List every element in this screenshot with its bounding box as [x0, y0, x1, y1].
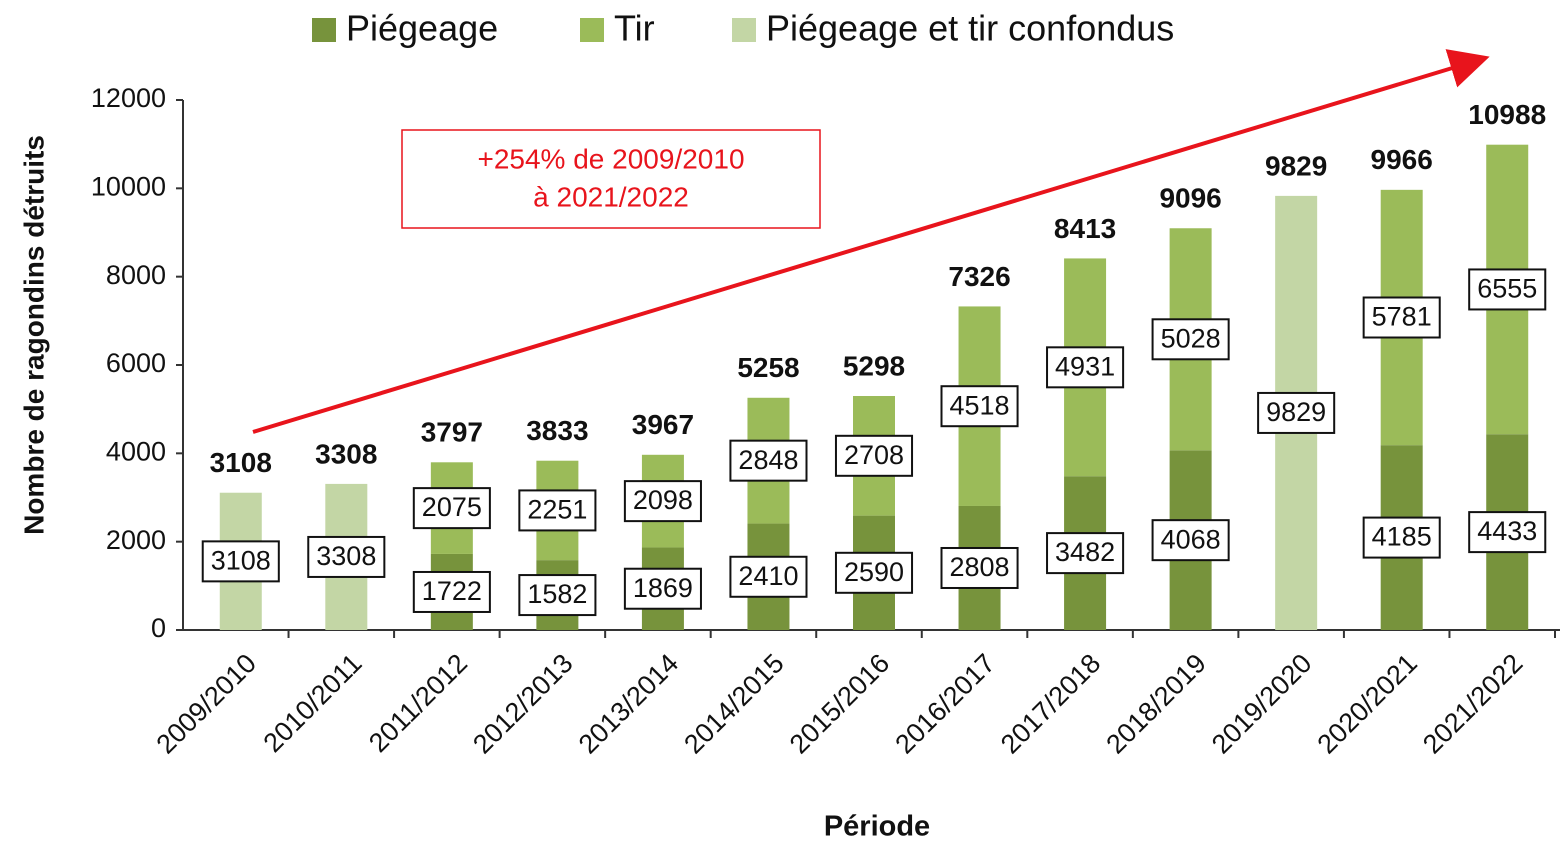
total-label: 7326: [948, 261, 1010, 292]
data-label: 4068: [1161, 524, 1221, 554]
data-label: 2098: [633, 485, 693, 515]
x-tick-label: 2012/2013: [467, 648, 578, 759]
x-tick-label: 2016/2017: [889, 648, 1000, 759]
total-label: 5258: [737, 352, 799, 383]
data-label: 5028: [1161, 323, 1221, 353]
data-label-box: [307, 535, 386, 578]
data-label: 2590: [844, 557, 904, 587]
total-label: 8413: [1054, 213, 1116, 244]
x-tick-label: 2021/2022: [1417, 648, 1528, 759]
data-label-box: [940, 385, 1019, 428]
data-label: 6555: [1477, 274, 1537, 304]
legend-swatch: [580, 18, 604, 42]
data-label-box: [1468, 511, 1547, 554]
data-label-box: [1151, 318, 1230, 361]
data-label-box: [1046, 346, 1125, 389]
data-label-box: [623, 480, 702, 523]
legend-swatch: [312, 18, 336, 42]
total-label: 9096: [1159, 183, 1221, 214]
y-axis-label: Nombre de ragondins détruits: [18, 135, 49, 535]
x-tick-label: 2015/2016: [784, 648, 895, 759]
total-label: 10988: [1468, 99, 1546, 130]
data-label: 2808: [949, 552, 1009, 582]
x-tick-label: 2010/2011: [258, 648, 368, 758]
data-label-box: [412, 570, 491, 613]
data-label-box: [834, 434, 914, 477]
x-tick-label: 2020/2021: [1312, 648, 1423, 759]
data-label: 2075: [422, 492, 482, 522]
legend-swatch: [732, 18, 756, 42]
data-label: 4185: [1372, 522, 1432, 552]
legend-label: Piégeage: [346, 8, 498, 49]
data-label: 9829: [1266, 397, 1326, 427]
data-label-box: [412, 487, 491, 530]
data-label: 2251: [527, 495, 587, 525]
data-label: 4433: [1477, 516, 1537, 546]
data-label: 1869: [633, 573, 693, 603]
annotation-text: à 2021/2022: [533, 181, 689, 212]
data-label: 1582: [527, 579, 587, 609]
total-label: 3833: [526, 415, 588, 446]
y-tick-label: 0: [151, 613, 166, 643]
data-label: 5781: [1372, 302, 1432, 332]
data-label-box: [834, 551, 914, 594]
x-tick-label: 2017/2018: [995, 648, 1106, 759]
data-label: 2410: [738, 561, 798, 591]
x-tick-label: 2019/2020: [1206, 648, 1317, 759]
data-label-box: [518, 574, 597, 617]
annotation-text: +254% de 2009/2010: [477, 143, 744, 174]
x-tick-label: 2011/2012: [363, 648, 473, 758]
data-label: 3108: [211, 545, 271, 575]
data-label-box: [201, 540, 280, 583]
total-label: 9966: [1371, 144, 1433, 175]
trend-arrow: [252, 49, 1490, 434]
data-label-box: [1468, 268, 1547, 311]
y-tick-label: 4000: [106, 436, 166, 466]
total-label: 9829: [1265, 150, 1327, 181]
total-label: 3967: [632, 409, 694, 440]
data-label-box: [940, 546, 1019, 589]
data-label: 2848: [738, 445, 798, 475]
data-label: 3308: [316, 541, 376, 571]
legend-label: Tir: [614, 8, 655, 49]
total-label: 3308: [315, 438, 377, 469]
y-tick-label: 12000: [91, 83, 166, 113]
total-label: 3797: [421, 417, 483, 448]
y-tick-label: 2000: [106, 525, 166, 555]
data-label-box: [1362, 516, 1441, 559]
x-tick-label: 2018/2019: [1100, 648, 1211, 759]
data-label-box: [729, 439, 808, 482]
total-label: 5298: [843, 350, 905, 381]
y-tick-label: 8000: [106, 260, 166, 290]
data-label-box: [729, 555, 808, 598]
data-label-box: [1046, 532, 1125, 575]
legend-label: Piégeage et tir confondus: [766, 8, 1174, 49]
data-label-box: [1151, 519, 1230, 562]
x-axis-label: Période: [824, 811, 930, 842]
data-label-box: [1362, 296, 1441, 339]
x-tick-label: 2014/2015: [678, 648, 789, 759]
annotation-box: [401, 129, 821, 229]
data-label: 4931: [1055, 351, 1115, 381]
total-label: 3108: [210, 447, 272, 478]
x-tick-label: 2013/2014: [573, 648, 684, 759]
y-tick-label: 10000: [91, 171, 166, 201]
x-tick-label: 2009/2010: [151, 648, 262, 759]
data-label-box: [623, 567, 702, 610]
data-label: 4518: [949, 390, 1009, 420]
data-label-box: [518, 489, 597, 532]
data-label: 2708: [844, 440, 904, 470]
y-tick-label: 6000: [106, 348, 166, 378]
data-label: 3482: [1055, 537, 1115, 567]
data-label: 1722: [422, 576, 482, 606]
data-label-box: [1257, 391, 1336, 434]
